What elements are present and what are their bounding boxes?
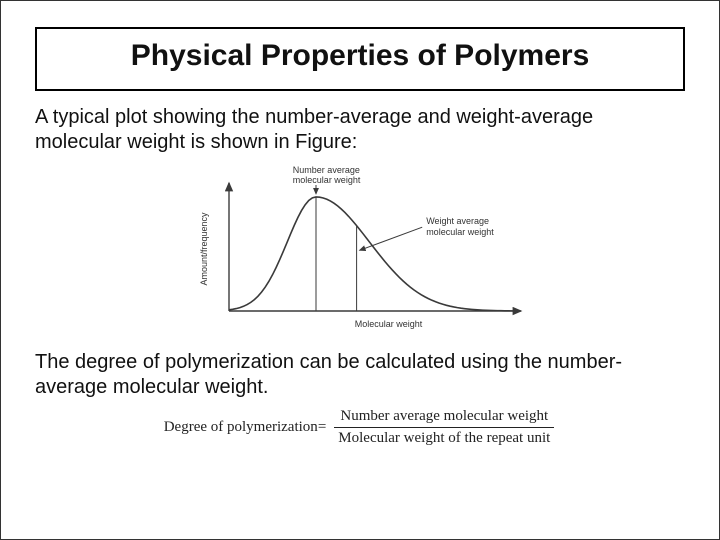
formula-equals: = [318, 419, 326, 436]
svg-text:Amount/frequency: Amount/frequency [199, 212, 209, 286]
svg-text:Weight average: Weight average [426, 216, 489, 226]
page-title: Physical Properties of Polymers [51, 39, 669, 73]
svg-text:molecular weight: molecular weight [293, 175, 361, 185]
svg-text:Number average: Number average [293, 165, 360, 175]
title-box: Physical Properties of Polymers [35, 27, 685, 91]
distribution-chart: Amount/frequency Molecular weight Number a… [195, 163, 525, 344]
svg-text:molecular weight: molecular weight [426, 227, 494, 237]
formula-fraction: Number average molecular weight Molecula… [332, 408, 556, 447]
degree-of-polymerization-formula: Degree of polymerization = Number averag… [164, 408, 557, 447]
slide-frame: Physical Properties of Polymers A typica… [0, 0, 720, 540]
formula-denominator: Molecular weight of the repeat unit [332, 428, 556, 447]
formula-container: Degree of polymerization = Number averag… [35, 408, 685, 447]
intro-paragraph: A typical plot showing the number-averag… [35, 105, 685, 155]
followup-paragraph: The degree of polymerization can be calc… [35, 350, 685, 400]
svg-text:Molecular weight: Molecular weight [355, 319, 423, 329]
figure-container: Amount/frequency Molecular weight Number a… [35, 163, 685, 344]
chart-svg: Amount/frequency Molecular weight Number a… [195, 163, 525, 339]
formula-lhs: Degree of polymerization [164, 419, 318, 436]
formula-numerator: Number average molecular weight [334, 408, 554, 428]
